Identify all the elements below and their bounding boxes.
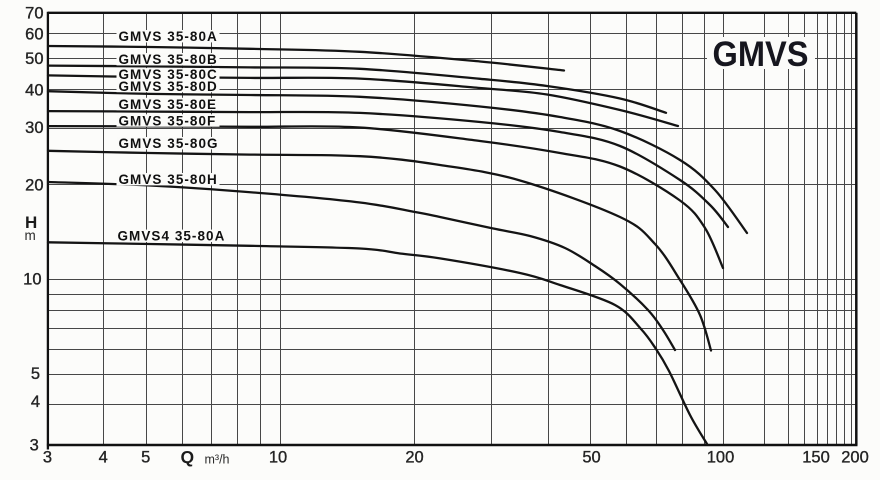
svg-text:4: 4 bbox=[31, 393, 40, 411]
svg-text:20: 20 bbox=[405, 448, 423, 466]
svg-text:GMVS 35-80G: GMVS 35-80G bbox=[119, 136, 219, 151]
svg-text:200: 200 bbox=[841, 448, 869, 466]
svg-text:60: 60 bbox=[25, 26, 43, 44]
svg-text:H: H bbox=[25, 213, 37, 232]
svg-text:50: 50 bbox=[25, 50, 43, 68]
svg-text:5: 5 bbox=[31, 365, 40, 383]
svg-text:5: 5 bbox=[141, 448, 150, 466]
svg-text:3: 3 bbox=[43, 448, 52, 466]
svg-text:30: 30 bbox=[25, 119, 43, 137]
svg-text:GMVS 35-80C: GMVS 35-80C bbox=[119, 67, 218, 82]
svg-text:m³/h: m³/h bbox=[205, 453, 230, 467]
svg-text:GMVS: GMVS bbox=[713, 35, 809, 74]
svg-text:GMVS4 35-80A: GMVS4 35-80A bbox=[118, 229, 226, 244]
svg-text:3: 3 bbox=[30, 437, 39, 455]
svg-text:10: 10 bbox=[269, 448, 287, 466]
svg-text:4: 4 bbox=[99, 448, 108, 466]
svg-text:10: 10 bbox=[23, 271, 41, 289]
svg-text:GMVS 35-80H: GMVS 35-80H bbox=[119, 172, 218, 187]
svg-text:Q: Q bbox=[181, 447, 195, 467]
svg-text:70: 70 bbox=[25, 5, 43, 23]
svg-text:GMVS 35-80F: GMVS 35-80F bbox=[119, 113, 217, 128]
svg-text:GMVS 35-80B: GMVS 35-80B bbox=[119, 52, 218, 67]
svg-text:GMVS 35-80E: GMVS 35-80E bbox=[119, 97, 218, 112]
svg-text:20: 20 bbox=[25, 177, 43, 195]
svg-text:GMVS 35-80A: GMVS 35-80A bbox=[119, 29, 218, 44]
svg-text:m: m bbox=[25, 228, 36, 243]
svg-text:40: 40 bbox=[25, 82, 43, 100]
svg-text:100: 100 bbox=[707, 448, 735, 466]
svg-text:50: 50 bbox=[582, 448, 600, 466]
svg-text:GMVS 35-80D: GMVS 35-80D bbox=[119, 79, 218, 94]
svg-text:150: 150 bbox=[802, 448, 830, 466]
